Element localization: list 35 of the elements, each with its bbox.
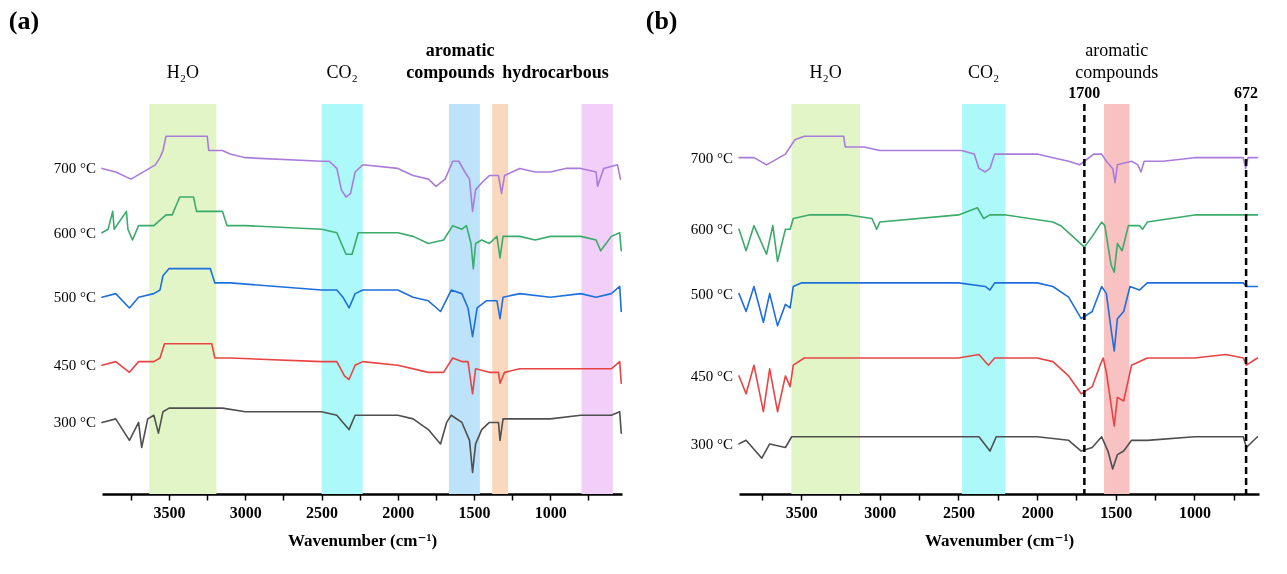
series-label: 500 °C (53, 289, 96, 306)
x-tick-label: 2500 (306, 503, 339, 521)
ref-line-label: 1700 (1068, 84, 1101, 101)
series-label: 600 °C (690, 221, 733, 238)
x-tick-label: 2000 (382, 503, 415, 521)
ref-line-label: 672 (1234, 84, 1259, 101)
x-tick-label: 3000 (864, 503, 897, 521)
x-tick-label: 2000 (1021, 503, 1054, 521)
band-label: H₂O (166, 62, 199, 82)
band-label: CO₂ (326, 62, 358, 82)
series-label: 300 °C (690, 435, 733, 452)
series-label: 500 °C (690, 285, 733, 302)
x-tick-label: 1500 (1100, 503, 1133, 521)
band-label: aromatic compounds (406, 40, 495, 82)
band-label: hydrocarbous (502, 62, 609, 82)
series-label: 300 °C (53, 414, 96, 431)
x-tick-label: 1000 (1178, 503, 1211, 521)
series-label: 700 °C (53, 160, 96, 177)
x-tick-label: 3500 (153, 503, 186, 521)
x-tick-label: 1500 (458, 503, 491, 521)
series-label: 450 °C (53, 357, 96, 374)
x-tick-label: 3000 (229, 503, 262, 521)
x-axis-title: Wavenumber (cm⁻¹) (287, 530, 438, 550)
series-label: 600 °C (53, 224, 96, 241)
x-tick-label: 3500 (785, 503, 818, 521)
chart-title: (a) (8, 6, 40, 35)
x-tick-label: 1000 (534, 503, 567, 521)
band-label: H₂O (809, 62, 842, 82)
chart-title: (b) (645, 6, 678, 35)
x-axis-title: Wavenumber (cm⁻¹) (924, 530, 1075, 550)
band-label: CO₂ (968, 62, 1000, 82)
series-label: 450 °C (690, 367, 733, 384)
band-label: aromatic compounds (1075, 40, 1159, 82)
x-tick-label: 2500 (942, 503, 975, 521)
series-label: 700 °C (690, 149, 733, 166)
